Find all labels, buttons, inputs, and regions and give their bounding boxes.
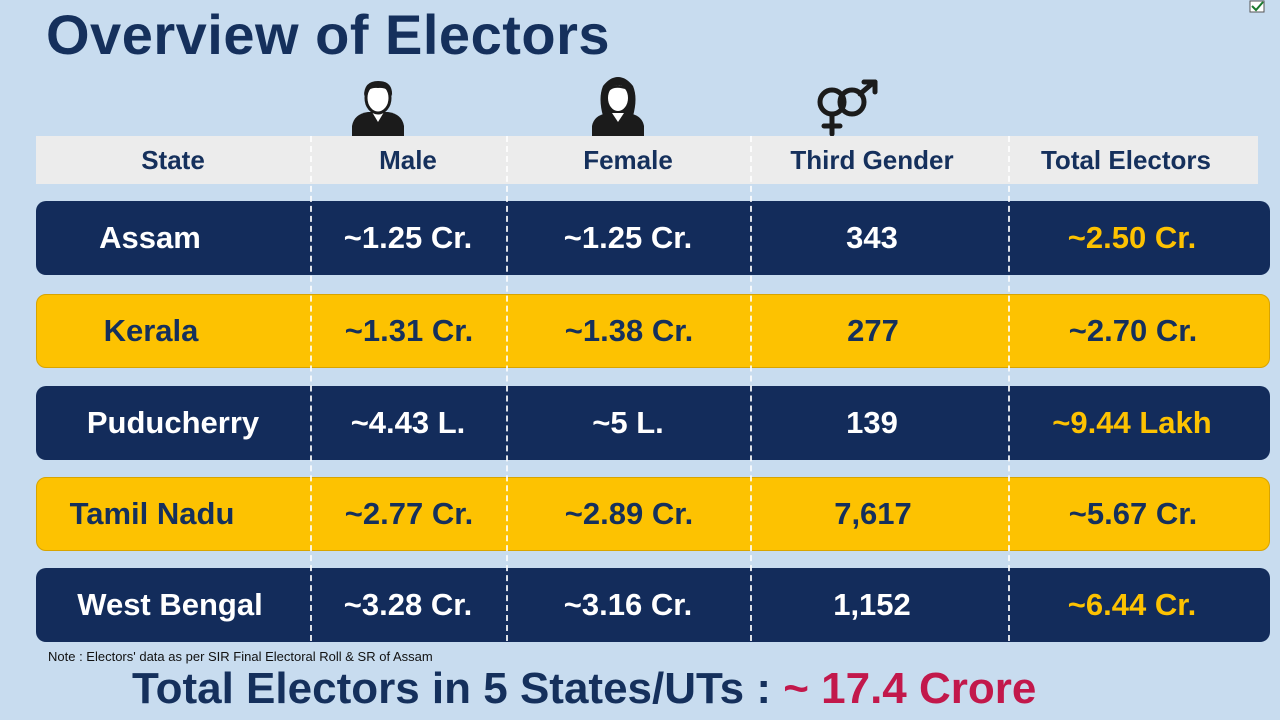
- female-count: ~5 L.: [592, 405, 664, 440]
- table-row-tamil-nadu: Tamil Nadu ~2.77 Cr. ~2.89 Cr. 7,617 ~5.…: [36, 477, 1270, 551]
- third-gender-count: 7,617: [834, 496, 912, 531]
- total-electors: ~2.70 Cr.: [1068, 313, 1198, 348]
- data-source-note: Note : Electors' data as per SIR Final E…: [48, 649, 433, 664]
- female-count: ~3.16 Cr.: [563, 587, 693, 622]
- state-name: Tamil Nadu: [69, 496, 235, 531]
- female-count: ~2.89 Cr.: [564, 496, 694, 531]
- total-summary-label: Total Electors in 5 States/UTs :: [132, 664, 784, 713]
- table-row-puducherry: Puducherry ~4.43 L. ~5 L. 139 ~9.44 Lakh: [36, 386, 1270, 460]
- column-divider: [506, 136, 508, 641]
- male-person-icon: [352, 81, 404, 138]
- male-count: ~4.43 L.: [350, 405, 466, 440]
- header-female: Female: [583, 144, 673, 175]
- page-title: Overview of Electors: [46, 3, 611, 66]
- table-row-kerala: Kerala ~1.31 Cr. ~1.38 Cr. 277 ~2.70 Cr.: [36, 294, 1270, 368]
- table-row-west-bengal: West Bengal ~3.28 Cr. ~3.16 Cr. 1,152 ~6…: [36, 568, 1270, 642]
- table-row-assam: Assam ~1.25 Cr. ~1.25 Cr. 343 ~2.50 Cr.: [36, 201, 1270, 275]
- third-gender-count: 343: [846, 220, 898, 255]
- third-gender-count: 277: [847, 313, 899, 348]
- state-name: West Bengal: [77, 587, 263, 622]
- total-electors: ~2.50 Cr.: [1067, 220, 1197, 255]
- state-name: Kerala: [103, 313, 199, 348]
- male-count: ~3.28 Cr.: [343, 587, 473, 622]
- column-divider: [1008, 136, 1010, 641]
- total-electors: ~9.44 Lakh: [1052, 405, 1212, 440]
- election-commission-logo-icon: [1249, 0, 1265, 13]
- column-divider: [750, 136, 752, 641]
- female-count: ~1.25 Cr.: [563, 220, 693, 255]
- female-person-icon: [592, 77, 644, 138]
- third-gender-count: 139: [846, 405, 898, 440]
- female-count: ~1.38 Cr.: [564, 313, 694, 348]
- column-divider: [310, 136, 312, 641]
- header-state: State: [141, 144, 205, 175]
- total-summary: Total Electors in 5 States/UTs : ~ 17.4 …: [132, 664, 1036, 714]
- third-gender-count: 1,152: [833, 587, 911, 622]
- male-count: ~1.31 Cr.: [344, 313, 474, 348]
- header-third-gender: Third Gender: [790, 144, 954, 175]
- gender-symbol-icon: [817, 79, 878, 137]
- male-count: ~1.25 Cr.: [343, 220, 473, 255]
- total-summary-value: ~ 17.4 Crore: [783, 664, 1037, 713]
- header-total-electors: Total Electors: [1040, 144, 1211, 175]
- header-male: Male: [379, 144, 437, 175]
- state-name: Puducherry: [86, 405, 260, 440]
- table-header: State Male Female Third Gender Total Ele…: [36, 136, 1258, 184]
- state-name: Assam: [99, 220, 201, 255]
- total-electors: ~5.67 Cr.: [1068, 496, 1198, 531]
- total-electors: ~6.44 Cr.: [1067, 587, 1197, 622]
- male-count: ~2.77 Cr.: [344, 496, 474, 531]
